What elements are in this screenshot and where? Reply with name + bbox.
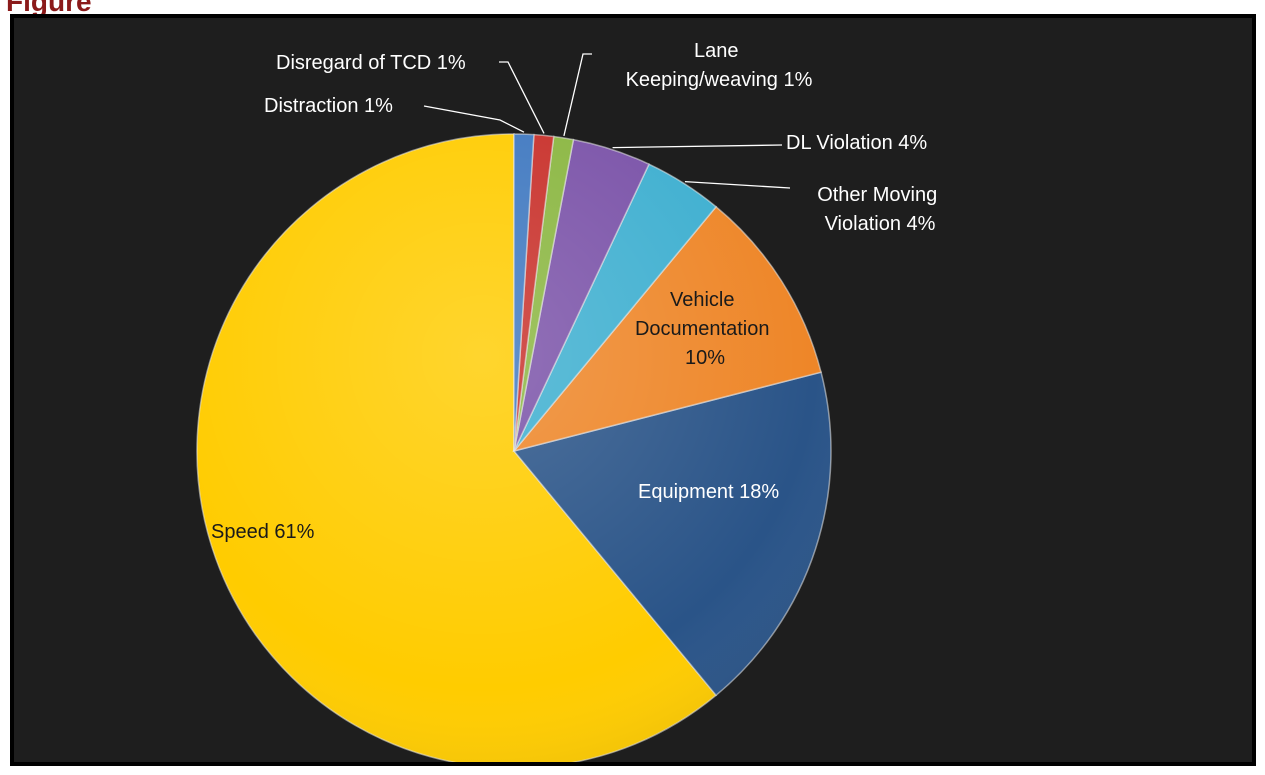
label-distraction: Distraction 1%	[264, 95, 393, 117]
leader-line-dl-violation	[612, 144, 783, 149]
label-other-moving-violation: Other Moving Violation 4%	[817, 184, 943, 235]
label-disregard-tcd: Disregard of TCD 1%	[276, 52, 466, 74]
cropped-title: Figure	[6, 0, 92, 16]
label-dl-violation: DL Violation 4%	[786, 132, 927, 154]
label-lane-keeping: Lane Keeping/weaving 1%	[626, 40, 813, 91]
label-speed: Speed 61%	[211, 521, 315, 543]
leader-line-distraction	[423, 105, 525, 133]
leader-line-other-moving-violation	[684, 181, 791, 189]
leader-line-disregard-tcd	[499, 61, 545, 134]
pie-chart: Speed 61% Equipment 18% Vehicle Document…	[196, 40, 943, 762]
leader-line-lane-keeping	[563, 53, 592, 137]
chart-frame: Speed 61% Equipment 18% Vehicle Document…	[10, 14, 1256, 766]
title-strip: Figure	[0, 0, 1265, 16]
label-equipment: Equipment 18%	[638, 481, 779, 503]
label-vehicle-documentation: Vehicle Documentation 10%	[635, 289, 775, 369]
